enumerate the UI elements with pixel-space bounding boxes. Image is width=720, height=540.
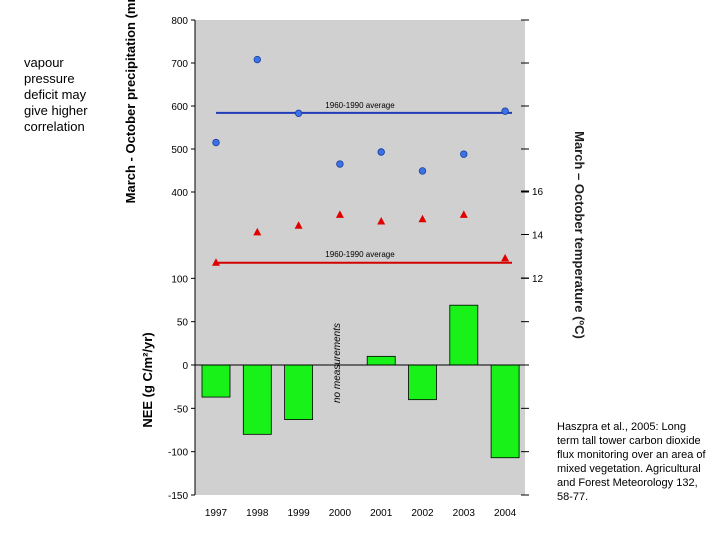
year-label: 2000 — [329, 508, 352, 519]
nee-bar — [490, 364, 520, 459]
temp-point — [335, 210, 344, 218]
year-label: 2003 — [453, 508, 476, 519]
precip-point — [418, 167, 427, 175]
temp-point — [212, 258, 220, 266]
temp-point — [294, 221, 303, 229]
precip-point — [336, 160, 344, 168]
precip-point — [501, 107, 509, 115]
nee-axis-title: NEE (g C/m²/yr) — [140, 332, 155, 427]
year-label: 2001 — [370, 508, 393, 519]
temp-average-label: 1960-1990 average — [325, 250, 395, 259]
temp-point — [501, 253, 510, 262]
precip-tick-label: 400 — [171, 188, 188, 199]
precip-tick-label: 700 — [171, 59, 188, 70]
precip-point — [253, 55, 261, 64]
nee-tick-label: -100 — [168, 448, 188, 459]
no-measurements-label: no measurements — [332, 323, 343, 403]
nee-tick-label: 50 — [177, 318, 189, 329]
temp-tick-label: 16 — [532, 187, 544, 198]
nee-tick-label: -50 — [174, 404, 189, 415]
precip-tick-label: 600 — [171, 102, 188, 113]
side-note: vapour pressure deficit may give higher … — [24, 55, 88, 134]
citation: Haszpra et al., 2005: Long term tall tow… — [557, 421, 706, 503]
nee-bar — [201, 364, 231, 398]
nee-bar — [408, 364, 437, 401]
nee-tick-label: 0 — [182, 361, 188, 372]
temp-point — [253, 227, 262, 236]
precip-average-label: 1960-1990 average — [325, 101, 395, 110]
temp-axis-title: March – October temperature (ºC) — [572, 131, 587, 339]
precip-point — [377, 148, 385, 156]
year-label: 1998 — [246, 508, 269, 519]
temp-point — [459, 210, 468, 218]
temp-point — [418, 214, 427, 223]
year-label: 2004 — [494, 508, 517, 519]
nee-bar — [449, 304, 479, 366]
year-labels: 1997 1998 1999 2000 2001 2002 2003 2004 — [205, 508, 517, 519]
year-label: 1997 — [205, 508, 228, 519]
year-label: 2002 — [411, 508, 434, 519]
nee-bar — [242, 364, 272, 435]
year-label: 1999 — [287, 508, 310, 519]
nee-layer: -150 -100 -50 0 50 100 no measurements — [168, 274, 529, 502]
precip-tick-label: 800 — [171, 16, 188, 27]
precip-point — [212, 138, 220, 147]
temp-tick-label: 12 — [532, 274, 544, 285]
nee-bar — [366, 355, 396, 366]
temp-point — [377, 216, 386, 225]
precipitation-layer: 400 500 600 700 800 1960-1990 average — [171, 16, 529, 199]
precip-axis-title: March - October precipitation (mm) — [123, 0, 138, 203]
nee-tick-label: 100 — [171, 274, 188, 285]
precip-point — [460, 150, 468, 158]
nee-bar — [284, 364, 314, 420]
precip-point — [294, 109, 303, 118]
nee-tick-label: -150 — [168, 491, 188, 502]
precip-tick-label: 500 — [171, 145, 188, 156]
temp-tick-label: 14 — [532, 231, 544, 242]
